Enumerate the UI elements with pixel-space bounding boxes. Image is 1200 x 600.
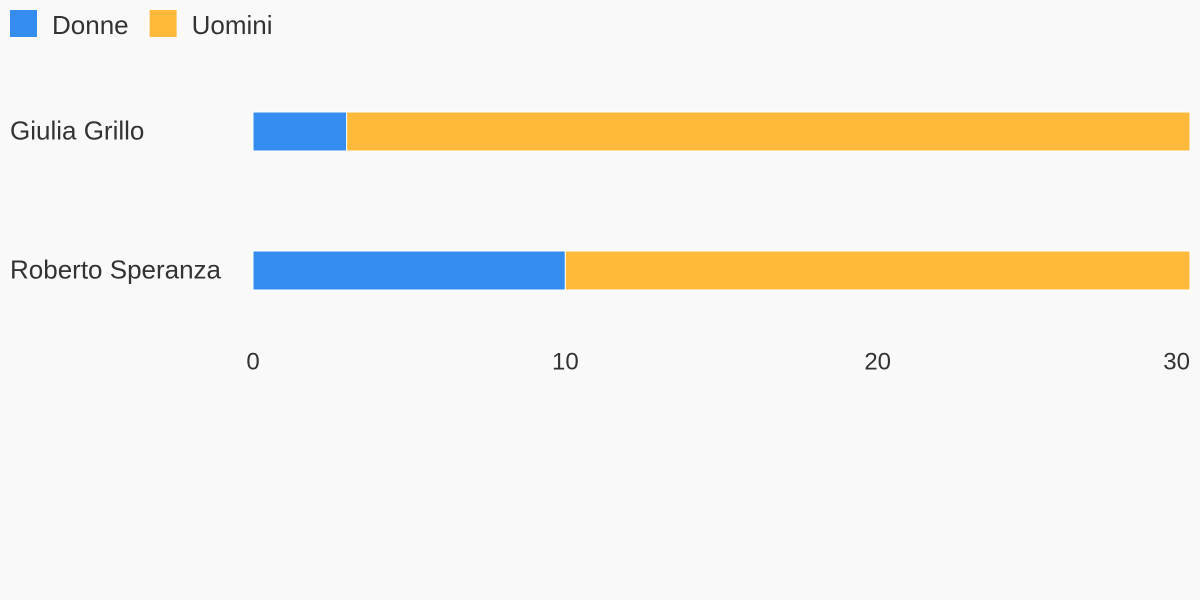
x-tick-label: 30 bbox=[1163, 348, 1190, 375]
x-tick-label: 0 bbox=[246, 348, 259, 375]
legend-label: Uomini bbox=[192, 10, 273, 40]
bar-segment bbox=[252, 250, 566, 291]
x-tick-label: 20 bbox=[864, 348, 891, 375]
bar-segment bbox=[252, 111, 348, 152]
bar-segment bbox=[564, 250, 1191, 291]
x-tick-label: 10 bbox=[552, 348, 579, 375]
legend-label: Donne bbox=[52, 10, 129, 40]
category-label: Roberto Speranza bbox=[10, 254, 222, 284]
legend-swatch bbox=[10, 10, 37, 37]
legend-swatch bbox=[149, 10, 177, 37]
category-label: Giulia Grillo bbox=[10, 115, 144, 145]
bar-segment bbox=[346, 111, 1191, 152]
